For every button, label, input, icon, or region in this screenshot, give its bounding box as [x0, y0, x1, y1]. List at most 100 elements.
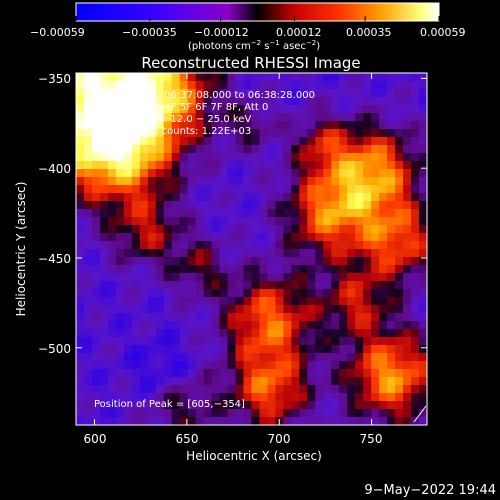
heatmap-cell — [419, 265, 427, 274]
heatmap-cell — [203, 305, 213, 314]
heatmap-cell — [315, 169, 324, 178]
heatmap-cell — [275, 281, 285, 290]
heatmap-cell — [139, 113, 149, 122]
heatmap-cell — [123, 121, 133, 130]
heatmap-cell — [163, 81, 173, 90]
heatmap-cell — [395, 369, 404, 378]
heatmap-cell — [291, 329, 300, 338]
heatmap-cell — [355, 137, 364, 146]
heatmap-cell — [379, 329, 388, 338]
x-tick-label-600: 600 — [84, 432, 107, 446]
heatmap-cell — [323, 385, 332, 394]
heatmap-cell — [419, 217, 427, 226]
heatmap-cell — [171, 153, 181, 162]
heatmap-cell — [219, 89, 229, 98]
heatmap-cell — [379, 153, 388, 162]
heatmap-cell — [347, 105, 356, 114]
heatmap-cell — [91, 361, 101, 370]
heatmap-cell — [219, 321, 229, 330]
heatmap-cell — [179, 297, 189, 306]
heatmap-cell — [179, 89, 189, 98]
heatmap-cell — [411, 281, 420, 290]
heatmap-cell — [299, 417, 308, 425]
heatmap-cell — [379, 401, 388, 410]
heatmap-cell — [243, 241, 253, 250]
heatmap-cell — [299, 105, 308, 114]
heatmap-cell — [419, 129, 427, 138]
heatmap-cell — [387, 185, 396, 194]
heatmap-cell — [131, 89, 141, 98]
heatmap-cell — [403, 193, 412, 202]
heatmap-cell — [299, 97, 308, 106]
heatmap-cell — [387, 417, 396, 425]
heatmap-cell — [411, 393, 420, 402]
heatmap-cell — [299, 137, 308, 146]
heatmap-cell — [347, 313, 356, 322]
heatmap-cell — [315, 273, 324, 282]
heatmap-cell — [243, 361, 253, 370]
heatmap-cell — [163, 297, 173, 306]
heatmap-cell — [387, 193, 396, 202]
heatmap-cell — [203, 145, 213, 154]
heatmap-cell — [307, 401, 316, 410]
heatmap-cell — [347, 113, 356, 122]
heatmap-cell — [147, 97, 157, 106]
heatmap-cell — [243, 217, 253, 226]
heatmap-cell — [331, 305, 340, 314]
heatmap-cell — [243, 97, 253, 106]
heatmap-cell — [283, 337, 292, 346]
heatmap-cell — [371, 169, 380, 178]
heatmap-cell — [211, 193, 221, 202]
heatmap-cell — [243, 401, 253, 410]
heatmap-cell — [371, 345, 380, 354]
heatmap-cell — [179, 369, 189, 378]
heatmap-cell — [235, 265, 245, 274]
heatmap-cell — [171, 257, 181, 266]
heatmap-cell — [403, 185, 412, 194]
heatmap-cell — [275, 337, 285, 346]
heatmap-cell — [403, 169, 412, 178]
heatmap-cell — [347, 257, 356, 266]
heatmap-cell — [291, 361, 300, 370]
heatmap-cell — [395, 129, 404, 138]
heatmap-cell — [99, 209, 109, 218]
heatmap-cell — [219, 265, 229, 274]
heatmap-cell — [315, 409, 324, 418]
heatmap-cell — [315, 193, 324, 202]
heatmap-cell — [347, 169, 356, 178]
heatmap-cell — [403, 137, 412, 146]
heatmap-cell — [227, 361, 237, 370]
heatmap-cell — [363, 105, 372, 114]
heatmap-cell — [323, 129, 332, 138]
heatmap-cell — [347, 385, 356, 394]
annotation-time-range: 23−Jul−2010 06:37:08.000 to 06:38:28.000 — [94, 90, 315, 101]
heatmap-cell — [379, 305, 388, 314]
heatmap-cell — [147, 233, 157, 242]
heatmap-cell — [211, 313, 221, 322]
heatmap-cell — [283, 233, 292, 242]
heatmap-cell — [251, 73, 261, 82]
heatmap-cell — [203, 329, 213, 338]
heatmap-cell — [187, 89, 197, 98]
heatmap-cell — [243, 113, 253, 122]
heatmap-cell — [139, 377, 149, 386]
heatmap-cell — [379, 129, 388, 138]
heatmap-cell — [395, 305, 404, 314]
heatmap-cell — [107, 289, 117, 298]
heatmap-cell — [395, 257, 404, 266]
heatmap-cell — [307, 113, 316, 122]
heatmap-cell — [411, 273, 420, 282]
heatmap-cell — [347, 361, 356, 370]
heatmap-cell — [315, 89, 324, 98]
heatmap-cell — [403, 281, 412, 290]
heatmap-cell — [163, 185, 173, 194]
heatmap-cell — [83, 337, 93, 346]
heatmap-cell — [107, 73, 117, 82]
heatmap-cell — [76, 377, 85, 386]
heatmap-cell — [76, 217, 85, 226]
heatmap-cell — [363, 153, 372, 162]
heatmap-cell — [307, 97, 316, 106]
heatmap-cell — [123, 225, 133, 234]
heatmap-cell — [251, 137, 261, 146]
heatmap-cell — [99, 401, 109, 410]
